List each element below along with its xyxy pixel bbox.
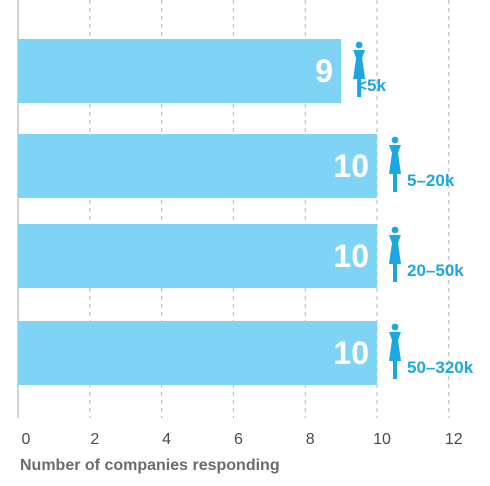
bar-value-label: 10: [333, 335, 369, 371]
bar: [18, 321, 377, 385]
x-tick-label: 6: [234, 431, 243, 448]
category-label: 50–320k: [407, 358, 474, 377]
person-icon: [389, 226, 401, 282]
x-tick-label: 2: [90, 431, 99, 448]
bar: [18, 39, 342, 103]
person-icon: [353, 41, 366, 97]
bar-value-label: 10: [333, 148, 369, 184]
x-axis-title: Number of companies responding: [20, 457, 280, 474]
category-label: <5k: [357, 76, 386, 95]
bar: [18, 134, 377, 198]
person-icon: [389, 323, 401, 379]
bar: [18, 224, 377, 288]
x-tick-label: 12: [445, 431, 463, 448]
category-label: 20–50k: [407, 261, 464, 280]
gridlines: [89, 0, 450, 418]
bar-value-label: 10: [333, 238, 369, 274]
category-label: 5–20k: [407, 171, 455, 190]
x-tick-label: 4: [162, 431, 171, 448]
x-tick-labels: 0 2 4 6 8 10 12: [22, 431, 463, 448]
x-tick-label: 10: [373, 431, 391, 448]
x-tick-label: 0: [22, 431, 31, 448]
bar-value-label: 9: [315, 53, 333, 89]
person-icon: [389, 136, 401, 192]
bars-group: 9 <5k 10 5–20k 10 20–50k 10 50–320k: [18, 39, 474, 385]
x-tick-label: 8: [306, 431, 315, 448]
